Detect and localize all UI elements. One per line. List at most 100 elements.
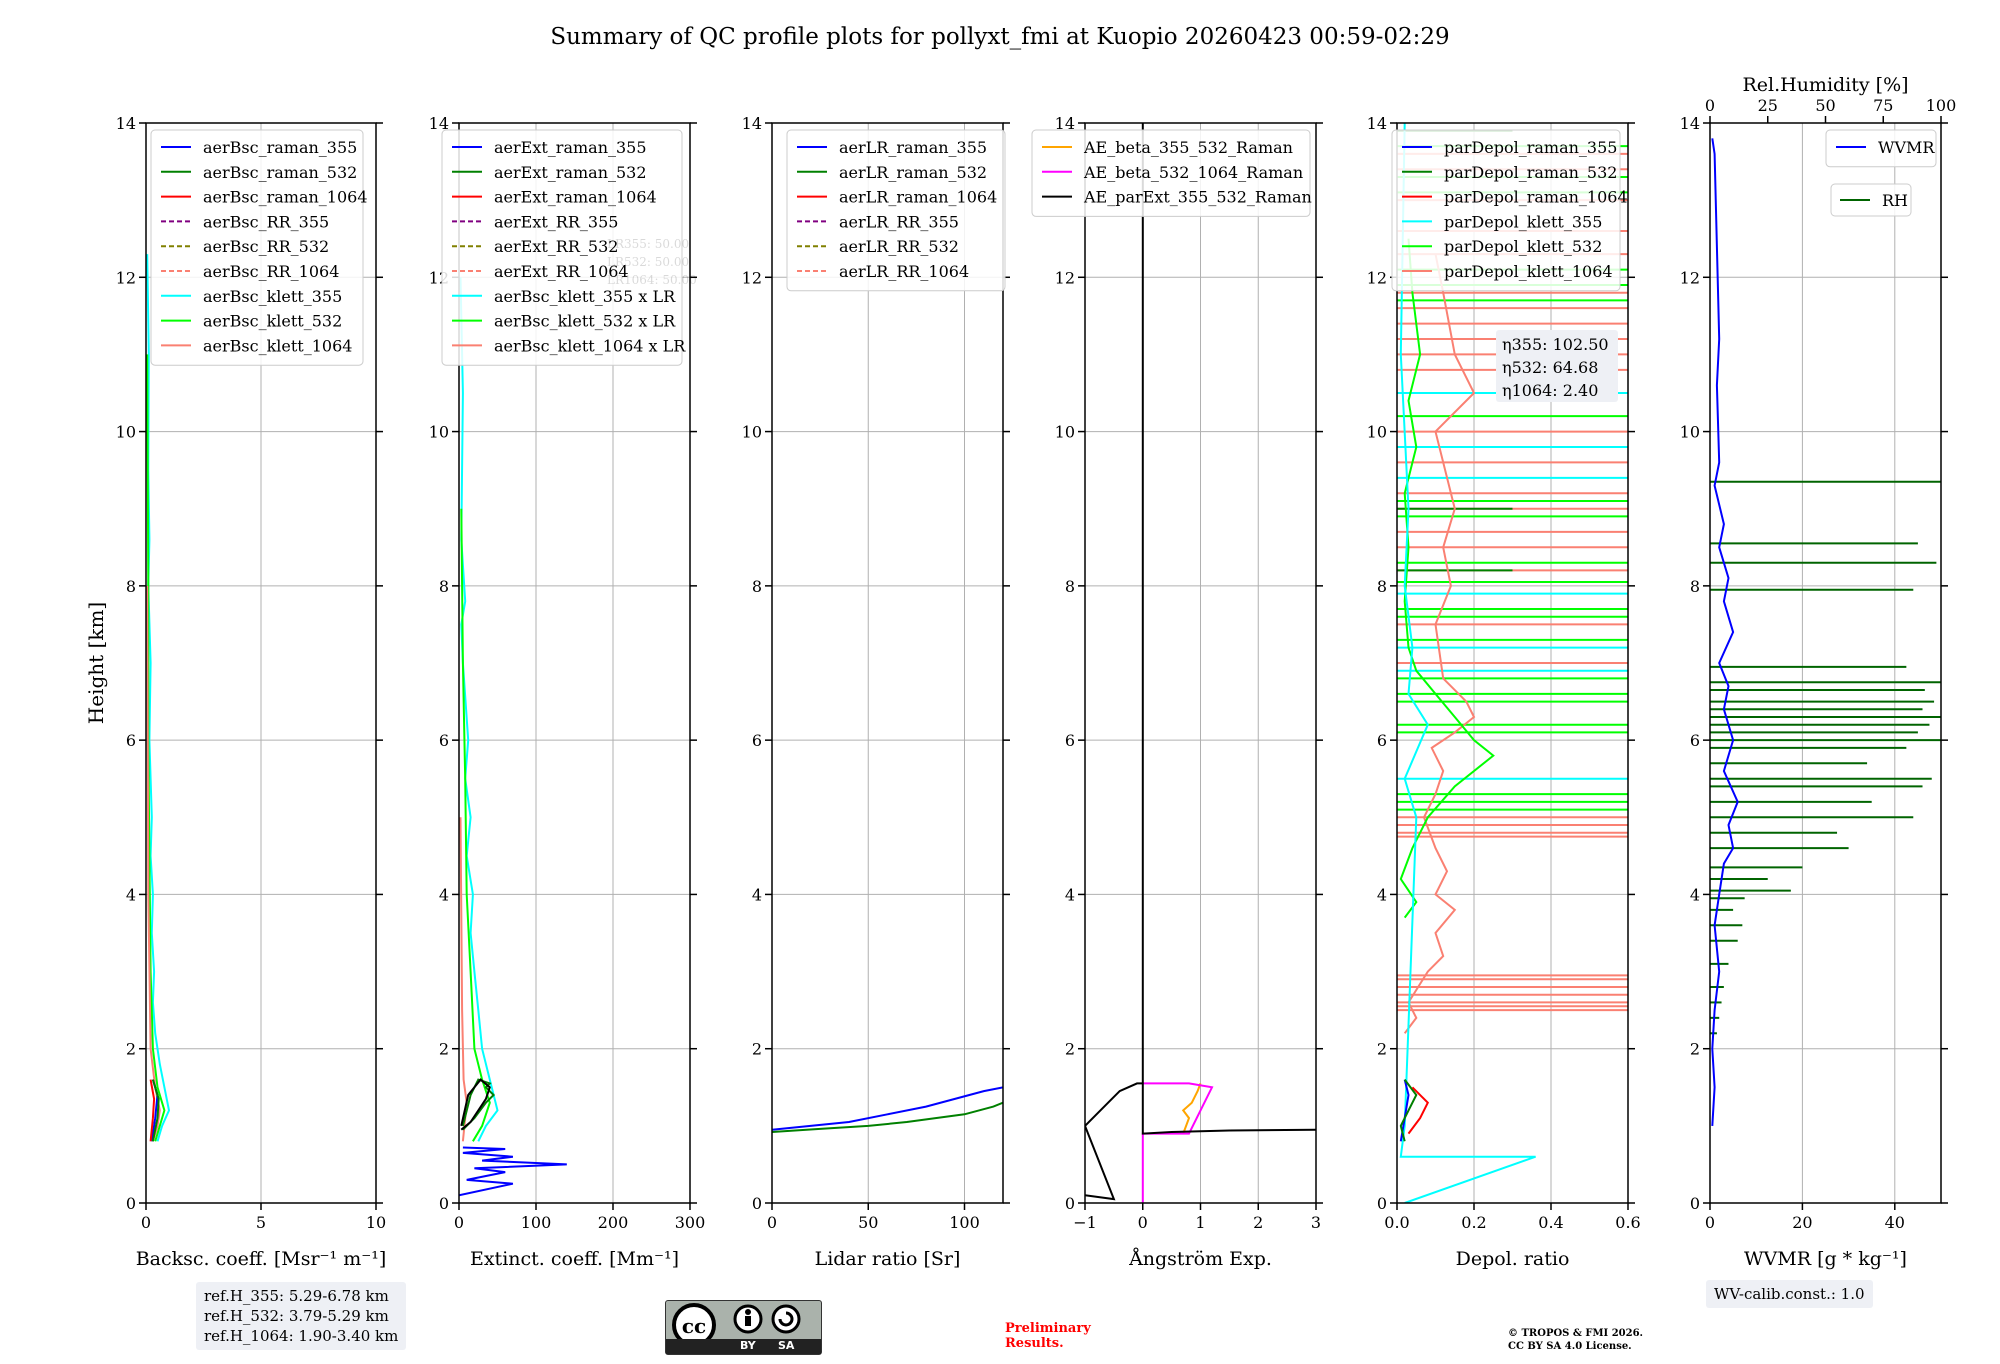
ytick-label: 6 (126, 731, 136, 750)
legend-entry: aerBsc_raman_1064 (203, 188, 368, 207)
panel-wvmr: 0 2 4 6 8 10 12 14 0 20 40 WVMR [g * kg⁻¹] 0 25 50 75 10… (1680, 74, 1957, 1270)
lr-note: LR355: 50.00 (607, 237, 689, 251)
xtick-label: 200 (598, 1213, 629, 1232)
axes-frame (1709, 122, 1942, 1204)
xtick-label: 1 (1195, 1213, 1205, 1232)
legend-entry: AE_beta_532_1064_Raman (1083, 163, 1303, 182)
ytick-label: 2 (1377, 1040, 1387, 1059)
axes-frame (771, 122, 1004, 1204)
legend-entry: aerExt_raman_1064 (494, 188, 657, 207)
cc-by-label: BY (740, 1339, 756, 1352)
xtick-label: 0.4 (1538, 1213, 1563, 1232)
legend-entry: aerLR_raman_532 (839, 163, 987, 182)
ytick-label: 12 (1680, 268, 1700, 287)
ytick-label: 8 (1065, 577, 1075, 596)
ytick-label: 14 (429, 114, 449, 133)
x2tick-label: 25 (1758, 96, 1778, 115)
axes-frame (1084, 122, 1317, 1204)
x-axis-label: Ångström Exp. (1128, 1248, 1272, 1270)
legend-box (441, 129, 683, 366)
xtick-label: 5 (256, 1213, 266, 1232)
ytick-label: 2 (439, 1040, 449, 1059)
copyright-line-1: © TROPOS & FMI 2026. (1508, 1328, 1644, 1339)
series-ae-beta-355-532-raman (1181, 1083, 1202, 1134)
series-pardepol-klett-355 (1399, 123, 1536, 1203)
panel-depol: 0 2 4 6 8 10 12 14 0.0 0.2 0.4 0.6 Depol. ratio parDe… (1367, 114, 1641, 1270)
svg-text:cc: cc (682, 1314, 706, 1338)
xtick-label: 100 (521, 1213, 552, 1232)
eta-entry: η532: 64.68 (1502, 358, 1598, 377)
xtick-label: 300 (675, 1213, 706, 1232)
legend-entry: aerExt_RR_532 (494, 237, 618, 256)
series-aerbsc-klett-355 (146, 254, 171, 1142)
legend-entry: parDepol_klett_355 (1444, 212, 1602, 231)
legend-entry: aerBsc_klett_355 (203, 287, 342, 306)
xtick-label: 0 (141, 1213, 151, 1232)
x-axis-label: Backsc. coeff. [Msr⁻¹ m⁻¹] (136, 1248, 387, 1270)
legend2-entry: RH (1882, 191, 1908, 210)
series-pardepol-raman-532 (1399, 1078, 1418, 1142)
data-layer (146, 254, 171, 1142)
eta-entry: η1064: 2.40 (1502, 381, 1598, 400)
series-aerbsc-klett-532-x-lr (460, 508, 491, 1142)
copyright-note: © TROPOS & FMI 2026. CC BY SA 4.0 Licens… (1508, 1327, 1643, 1353)
ytick-label: 0 (1377, 1194, 1387, 1213)
copyright-line-2: CC BY SA 4.0 License. (1508, 1341, 1632, 1352)
axes-frame (458, 122, 691, 1204)
series-pardepol-klett-1064 (1403, 253, 1476, 1034)
cc-sa-label: SA (778, 1339, 795, 1352)
legend-entry: aerExt_RR_1064 (494, 262, 629, 281)
x2-axis-label: Rel.Humidity [%] (1742, 74, 1908, 96)
xtick-label: 3 (1311, 1213, 1321, 1232)
data-layer (1085, 123, 1316, 1203)
legend-entry: aerBsc_klett_532 x LR (494, 312, 676, 331)
x2tick-label: 0 (1705, 96, 1715, 115)
ytick-label: 14 (1367, 114, 1387, 133)
legend-entry: aerExt_RR_355 (494, 212, 618, 231)
data-layer (459, 277, 567, 1197)
legend-box (786, 129, 1006, 292)
ytick-label: 10 (1055, 423, 1075, 442)
x2tick-label: 50 (1815, 96, 1835, 115)
ytick-label: 14 (1680, 114, 1700, 133)
ytick-label: 0 (752, 1194, 762, 1213)
series-aerext-raman-355 (459, 1146, 567, 1197)
series-aerext-raman-1064 (460, 1078, 491, 1131)
xtick-label: −1 (1073, 1213, 1097, 1232)
xtick-label: 0.6 (1615, 1213, 1640, 1232)
ytick-label: 6 (439, 731, 449, 750)
legend-entry: parDepol_raman_1064 (1444, 188, 1628, 207)
legend-entry: WVMR (1878, 138, 1935, 157)
series-wvmr (1711, 138, 1739, 1126)
y-axis-label: Height [km] (84, 602, 108, 724)
legend-entry: aerLR_raman_355 (839, 138, 987, 157)
series-aerbsc-klett-355-x-lr (459, 277, 499, 1142)
xtick-label: 0 (1138, 1213, 1148, 1232)
ytick-label: 10 (1367, 423, 1387, 442)
legend-entry: aerBsc_RR_1064 (203, 262, 339, 281)
eta-box (1496, 330, 1618, 402)
ytick-label: 0 (1690, 1194, 1700, 1213)
xtick-label: 20 (1792, 1213, 1812, 1232)
legend-entry: aerBsc_RR_355 (203, 212, 329, 231)
legend-entry: aerBsc_raman_532 (203, 163, 357, 182)
ref-line-1064: ref.H_1064: 1.90-3.40 km (204, 1327, 399, 1345)
legend-entry: aerBsc_raman_355 (203, 138, 357, 157)
legend-entry: aerExt_raman_355 (494, 138, 647, 157)
series-aerbsc-raman-532 (151, 1079, 160, 1142)
ytick-label: 12 (742, 268, 762, 287)
legend-entry: aerLR_RR_532 (839, 237, 959, 256)
ytick-label: 8 (439, 577, 449, 596)
legend-entry: parDepol_klett_1064 (1444, 262, 1613, 281)
legend-entry: parDepol_klett_532 (1444, 237, 1602, 256)
ytick-label: 2 (752, 1040, 762, 1059)
legend-box (1825, 129, 1937, 168)
ytick-label: 4 (752, 885, 762, 904)
eta-entry: η355: 102.50 (1502, 335, 1609, 354)
axes-frame (145, 122, 377, 1204)
legend-entry: aerLR_RR_355 (839, 212, 959, 231)
legend-box (150, 129, 364, 366)
ytick-label: 0 (1065, 1194, 1075, 1213)
